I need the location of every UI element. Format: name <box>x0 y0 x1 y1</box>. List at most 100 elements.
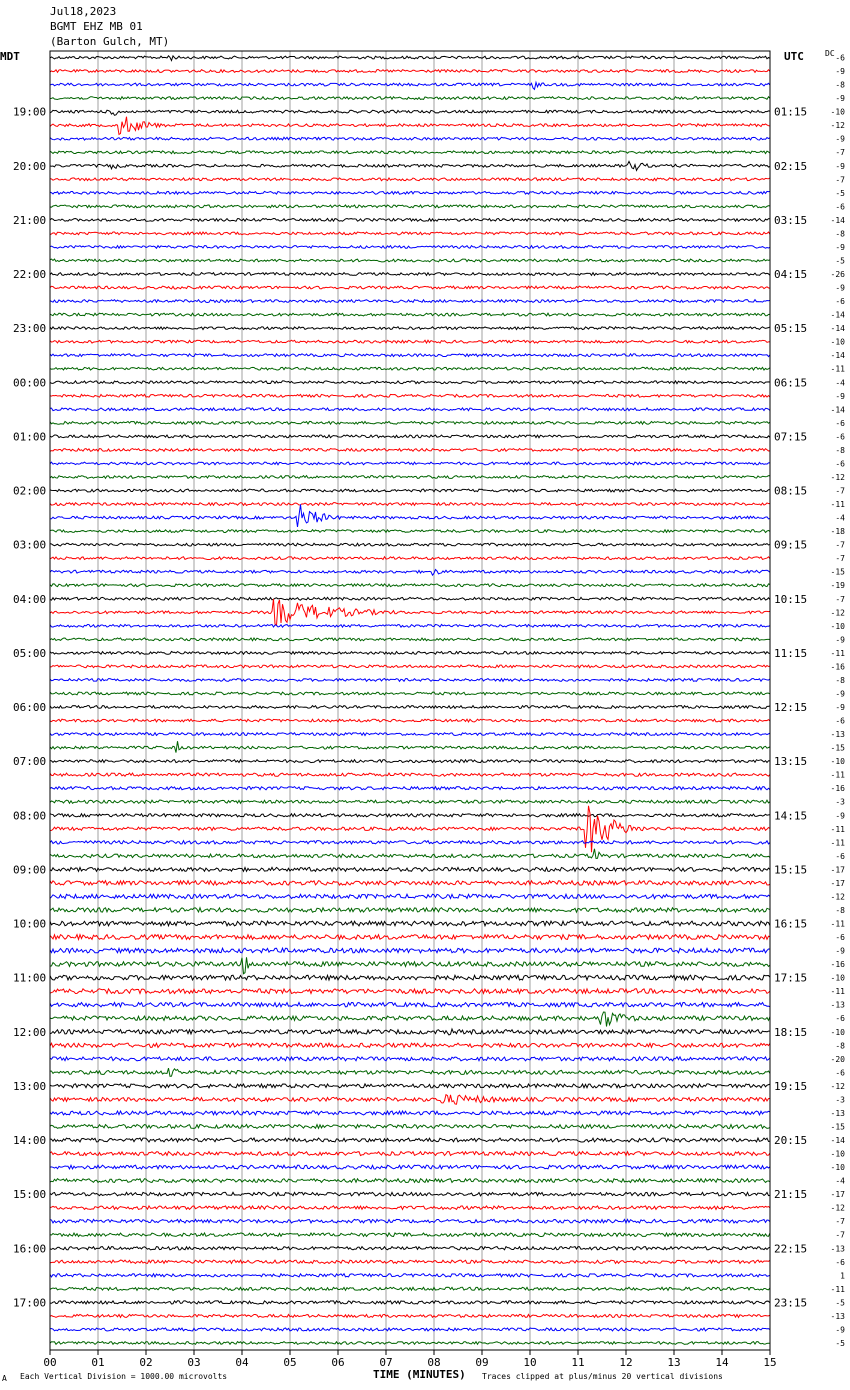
dc-offset-label: -26 <box>831 270 846 279</box>
dc-offset-label: -14 <box>831 351 846 360</box>
trace-line <box>49 691 771 696</box>
right-hour-label: 23:15 <box>774 1296 807 1309</box>
trace-line <box>49 109 771 116</box>
dc-offset-label: -11 <box>831 500 846 509</box>
dc-offset-label: -6 <box>835 297 845 306</box>
scale-note: Each Vertical Division = 1000.00 microvo… <box>20 1372 227 1381</box>
dc-offset-label: -10 <box>831 1028 846 1037</box>
dc-offset-label: -11 <box>831 838 846 847</box>
dc-offset-label: -12 <box>831 121 846 130</box>
trace-line <box>49 1027 771 1036</box>
trace-line <box>49 1177 771 1184</box>
dc-offset-label: -13 <box>831 730 846 739</box>
x-tick-label: 06 <box>331 1356 344 1369</box>
trace-line <box>49 957 771 975</box>
trace-line <box>49 1313 771 1319</box>
dc-offset-label: -6 <box>835 432 845 441</box>
dc-offset-labels: -6 -9 -8 -9 -10 -12 -9 -7 -9 -7 -5 -6 -14 -8 -9 -5 -26 -9… <box>831 54 846 1348</box>
left-hour-label: 01:00 <box>13 430 46 443</box>
trace-line <box>49 1067 771 1077</box>
trace-line <box>49 1299 771 1306</box>
dc-offset-label: -9 <box>835 135 845 144</box>
trace-line <box>49 933 771 942</box>
trace-line <box>49 919 771 928</box>
trace-line <box>49 598 771 627</box>
trace-line <box>49 366 771 372</box>
left-hour-label: 10:00 <box>13 918 46 931</box>
trace-line <box>49 116 771 136</box>
right-hour-label: 14:15 <box>774 809 807 822</box>
dc-offset-label: -5 <box>835 189 845 198</box>
dc-offset-label: -6 <box>835 419 845 428</box>
header-date: Jul18,2023 <box>50 5 117 18</box>
trace-line <box>49 136 771 141</box>
trace-line <box>49 488 771 493</box>
trace-line <box>49 352 771 358</box>
right-hour-label: 13:15 <box>774 755 807 768</box>
x-axis: 00 01 02 03 04 05 06 07 08 09 10 11 12 13 14 15 <box>43 1350 777 1369</box>
plot-frame <box>49 50 771 1351</box>
trace-line <box>49 812 771 818</box>
trace-line <box>49 176 771 182</box>
dc-offset-label: -13 <box>831 1312 846 1321</box>
trace-line <box>49 420 771 426</box>
trace-line <box>49 946 771 955</box>
right-hour-label: 06:15 <box>774 376 807 389</box>
dc-offset-label: -12 <box>831 892 846 901</box>
trace-line <box>49 1272 771 1279</box>
right-hour-label: 08:15 <box>774 485 807 498</box>
dc-offset-label: -10 <box>831 1163 846 1172</box>
trace-line <box>49 741 771 753</box>
trace-line <box>49 474 771 480</box>
left-hour-label: 21:00 <box>13 214 46 227</box>
left-hour-label: 12:00 <box>13 1026 46 1039</box>
left-hour-label: 09:00 <box>13 863 46 876</box>
left-hour-label: 23:00 <box>13 322 46 335</box>
left-hour-label: 19:00 <box>13 106 46 119</box>
trace-line <box>49 1082 771 1090</box>
trace-line <box>49 528 771 534</box>
trace-group <box>49 54 771 1346</box>
trace-line <box>49 785 771 791</box>
trace-line <box>49 80 771 91</box>
dc-offset-label: -7 <box>835 487 845 496</box>
dc-offset-label: -3 <box>835 798 845 807</box>
left-hour-label: 15:00 <box>13 1188 46 1201</box>
dc-offset-label: -14 <box>831 1136 846 1145</box>
left-hour-label: 08:00 <box>13 809 46 822</box>
dc-offset-label: -17 <box>831 879 846 888</box>
dc-offset-label: -9 <box>835 1325 845 1334</box>
dc-offset-label: -11 <box>831 771 846 780</box>
trace-line <box>49 1011 771 1027</box>
right-hour-label: 03:15 <box>774 214 807 227</box>
trace-line <box>49 704 771 710</box>
dc-offset-label: -14 <box>831 311 846 320</box>
x-tick-label: 00 <box>43 1356 56 1369</box>
right-hour-label: 22:15 <box>774 1242 807 1255</box>
dc-offset-label: -5 <box>835 256 845 265</box>
dc-offset-label: -8 <box>835 81 845 90</box>
x-tick-label: 13 <box>667 1356 680 1369</box>
trace-line <box>49 160 771 172</box>
right-hour-label: 09:15 <box>774 539 807 552</box>
dc-offset-label: -11 <box>831 825 846 834</box>
dc-offset-label: -9 <box>835 67 845 76</box>
trace-line <box>49 1204 771 1211</box>
dc-offset-label: -6 <box>835 852 845 861</box>
right-hour-label: 21:15 <box>774 1188 807 1201</box>
dc-offset-label: -4 <box>835 1177 845 1186</box>
left-hour-label: 17:00 <box>13 1296 46 1309</box>
right-hour-label: 17:15 <box>774 972 807 985</box>
trace-line <box>49 1340 771 1346</box>
dc-offset-label: -7 <box>835 554 845 563</box>
dc-offset-label: -9 <box>835 94 845 103</box>
trace-line <box>49 285 771 290</box>
trace-line <box>49 848 771 859</box>
trace-line <box>49 1327 771 1332</box>
dc-offset-label: -9 <box>835 392 845 401</box>
dc-offset-header: DC <box>825 49 835 58</box>
trace-line <box>49 1191 771 1197</box>
dc-offset-label: -11 <box>831 649 846 658</box>
dc-offset-label: -9 <box>835 635 845 644</box>
trace-line <box>49 596 771 601</box>
